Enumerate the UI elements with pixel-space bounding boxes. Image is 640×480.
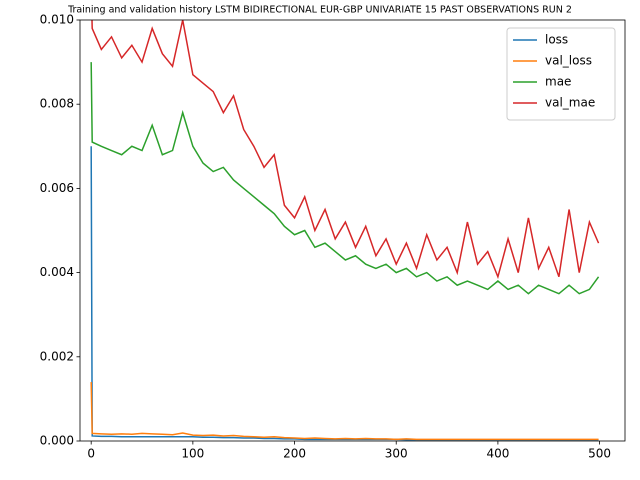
plot-area	[90, 20, 600, 441]
legend-label: loss	[545, 33, 568, 47]
y-tick-label: 0.004	[40, 265, 74, 279]
series-line	[90, 62, 600, 295]
y-tick-label: 0.002	[40, 349, 74, 363]
y-tick-label: 0.010	[40, 13, 74, 27]
x-tick-label: 200	[283, 447, 306, 461]
y-tick-label: 0.008	[40, 97, 74, 111]
x-tick-label: 400	[486, 447, 509, 461]
chart-title: Training and validation history LSTM BID…	[67, 5, 572, 16]
legend-label: val_mae	[545, 96, 595, 110]
legend-label: val_loss	[545, 54, 592, 68]
series-line	[90, 146, 599, 441]
y-tick-label: 0.006	[40, 181, 74, 195]
axes-frame	[79, 19, 626, 442]
series-line	[90, 382, 599, 441]
legend-box	[506, 27, 616, 121]
x-tick-label: 300	[385, 447, 408, 461]
x-tick-label: 100	[181, 447, 204, 461]
x-tick-label: 500	[588, 447, 611, 461]
series-line	[91, 20, 600, 280]
x-tick-label: 0	[87, 447, 95, 461]
legend-label: mae	[545, 75, 571, 89]
y-tick-label: 0.000	[40, 434, 74, 448]
